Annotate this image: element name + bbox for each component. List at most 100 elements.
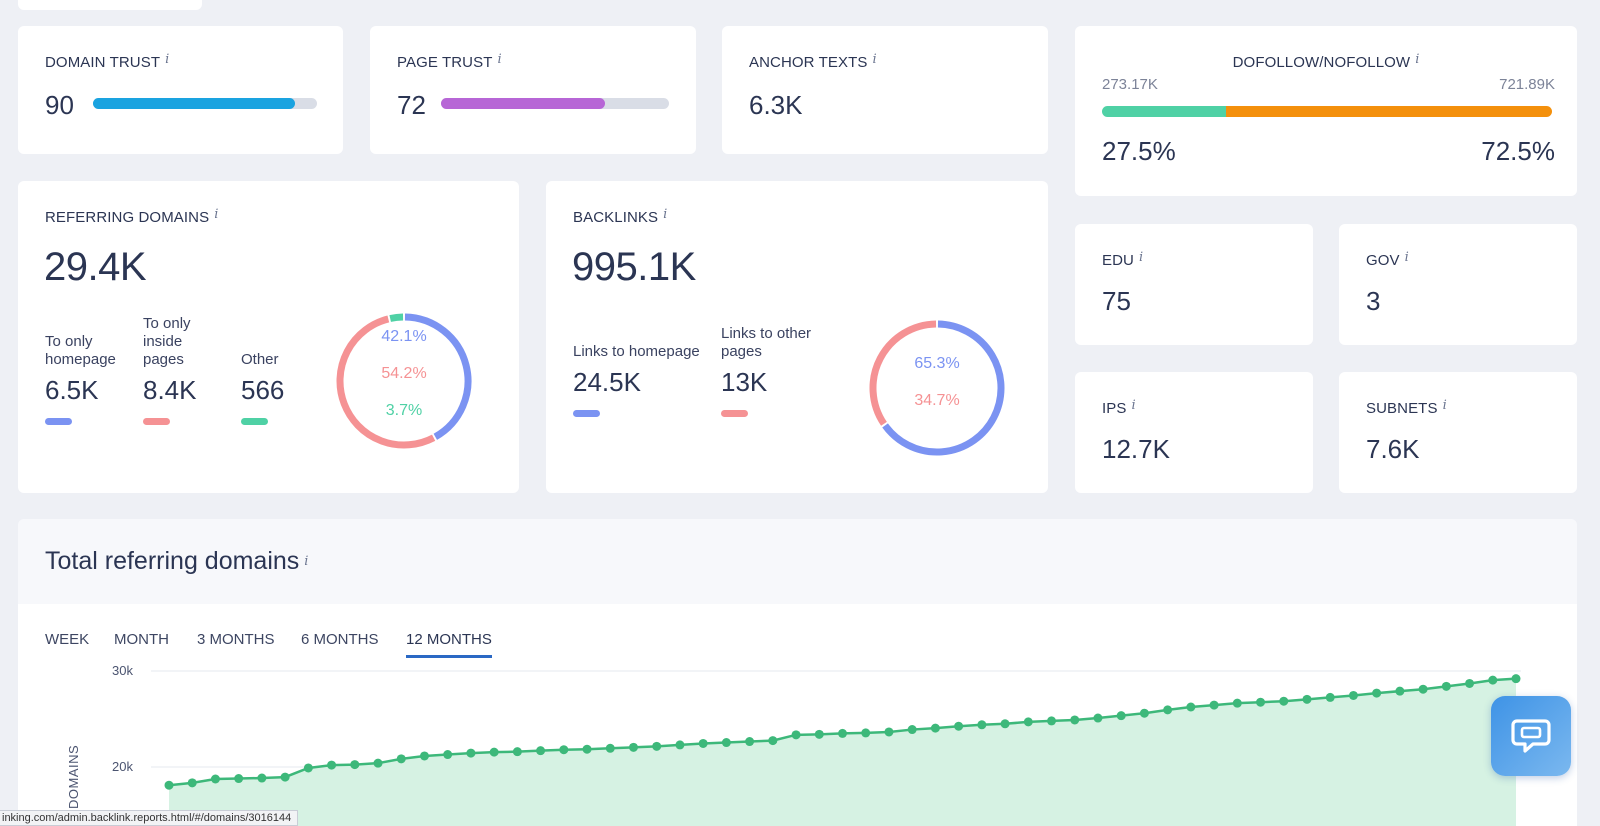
data-point[interactable] [814,729,824,739]
data-point[interactable] [1256,697,1266,707]
data-point[interactable] [675,740,685,750]
backlinks-card: BACKLINKS i 995.1K Links to homepage 24.5… [546,181,1048,493]
info-icon[interactable]: i [497,52,502,67]
data-point[interactable] [210,774,220,784]
domain-trust-bar [93,98,317,109]
data-point[interactable] [373,758,383,768]
data-point[interactable] [721,738,731,748]
backlinks-donut-slice-0 [882,320,1005,456]
data-point[interactable] [280,772,290,782]
tab-6-months[interactable]: 6 MONTHS [301,631,379,648]
data-point[interactable] [1116,711,1126,721]
data-point[interactable] [1000,719,1010,729]
data-point[interactable] [768,736,778,746]
info-icon[interactable]: i [872,52,877,67]
data-point[interactable] [1232,698,1242,708]
data-point[interactable] [698,738,708,748]
data-point[interactable] [419,751,429,761]
data-point[interactable] [1418,684,1428,694]
data-point[interactable] [489,747,499,757]
info-icon[interactable]: i [1131,398,1136,413]
data-point[interactable] [791,730,801,740]
data-point[interactable] [954,721,964,731]
data-point[interactable] [1023,717,1033,727]
tab-12-months[interactable]: 12 MONTHS [406,631,492,658]
referring-domains-chart: 30k 20k DOMAINS [66,663,1521,826]
data-point[interactable] [536,746,546,756]
data-point[interactable] [1488,675,1498,685]
donut-pct-homepage: 42.1% [381,328,427,345]
data-point[interactable] [1093,713,1103,723]
ips-value: 12.7K [1102,434,1170,464]
data-point[interactable] [327,760,337,770]
data-point[interactable] [1441,681,1451,691]
info-icon[interactable]: i [1138,250,1144,265]
data-point[interactable] [838,728,847,738]
stat-value-inside-pages: 8.4K [143,375,197,405]
data-point[interactable] [443,750,453,760]
info-icon[interactable]: i [165,52,170,67]
data-point[interactable] [1302,694,1312,704]
data-point[interactable] [907,725,917,735]
data-point[interactable] [466,748,476,758]
tab-month[interactable]: MONTH [114,631,169,648]
data-point[interactable] [745,737,755,747]
data-point[interactable] [1395,686,1405,696]
chart-panel: WEEK MONTH 3 MONTHS 6 MONTHS 12 MONTHS 3… [18,604,1577,826]
data-point[interactable] [396,754,406,764]
data-point[interactable] [1209,700,1219,710]
legend-swatch-inside-pages [143,418,170,425]
status-bar-url: inking.com/admin.backlink.reports.html/#… [0,810,299,826]
data-point[interactable] [257,773,267,783]
data-point[interactable] [1372,688,1382,698]
info-icon[interactable]: i [1442,398,1447,413]
data-point[interactable] [164,780,174,790]
data-point[interactable] [1325,692,1335,702]
data-point[interactable] [187,778,197,788]
backlinks-value: 995.1K [572,245,696,289]
data-point[interactable] [1070,715,1080,725]
data-point[interactable] [303,763,313,773]
data-point[interactable] [1348,690,1358,700]
tab-3-months[interactable]: 3 MONTHS [197,631,275,648]
data-point[interactable] [1465,678,1475,688]
data-point[interactable] [1511,674,1521,684]
data-point[interactable] [559,745,569,755]
donut-pct-other: 3.7% [385,402,423,419]
data-point[interactable] [1279,696,1289,706]
data-point[interactable] [350,760,360,770]
dofollow-percent: 27.5% [1102,136,1176,166]
data-point[interactable] [1139,708,1149,718]
ips-label: IPS [1102,400,1127,417]
data-point[interactable] [1186,702,1196,712]
data-point[interactable] [605,743,615,753]
chat-button[interactable] [1491,696,1571,776]
data-point[interactable] [861,728,871,738]
subnets-card: SUBNETS i 7.6K [1339,372,1577,493]
tab-week[interactable]: WEEK [45,631,90,648]
data-point[interactable] [1163,705,1173,715]
data-point[interactable] [512,747,522,757]
stat-label-other: Other [241,351,279,368]
data-point[interactable] [1047,716,1057,726]
info-icon[interactable]: i [663,207,668,222]
data-point[interactable] [977,720,987,730]
data-point[interactable] [884,727,894,737]
dofollow-segment [1102,106,1226,117]
data-point[interactable] [930,723,940,733]
info-icon[interactable]: i [304,554,309,569]
info-icon[interactable]: i [1415,52,1420,67]
info-icon[interactable]: i [214,207,219,222]
data-point[interactable] [582,744,592,754]
referring-domains-card: REFERRING DOMAINS i 29.4K To only homepag… [18,181,519,493]
data-point[interactable] [234,774,244,784]
edu-value: 75 [1102,286,1131,316]
nofollow-percent: 72.5% [1481,136,1555,166]
dofollow-label: DOFOLLOW/NOFOLLOW [1232,54,1411,71]
info-icon[interactable]: i [1404,250,1409,265]
data-point[interactable] [652,741,662,751]
data-point[interactable] [628,742,638,752]
referring-domains-donut-slice-0 [404,313,472,440]
page-trust-label: PAGE TRUST [397,54,493,71]
anchor-texts-card: ANCHOR TEXTS i 6.3K [722,26,1048,154]
